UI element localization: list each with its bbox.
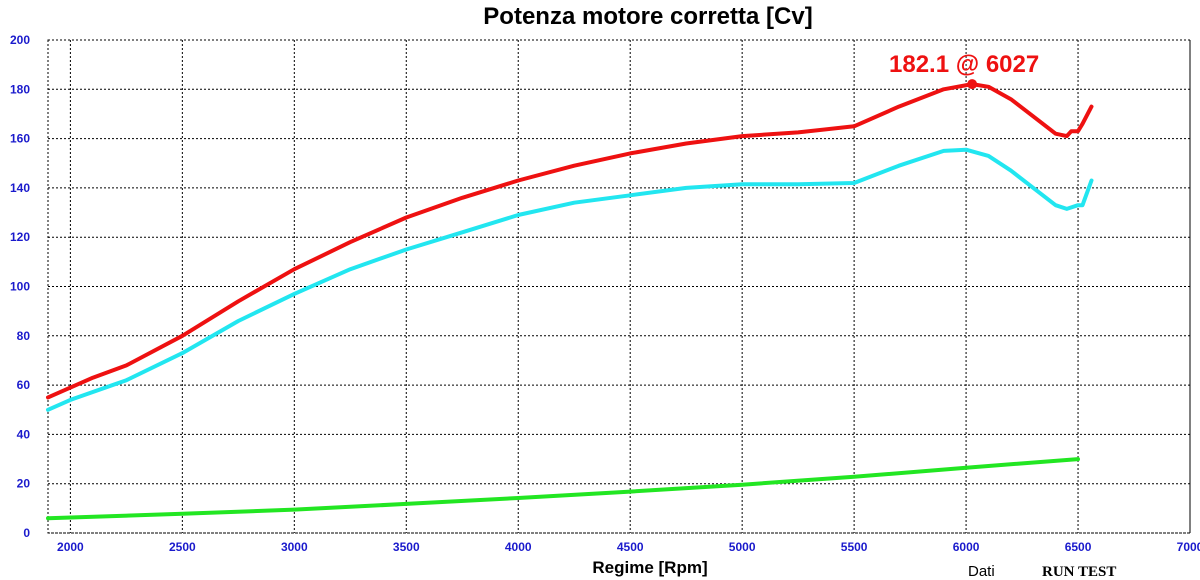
x-tick-label: 3000 bbox=[281, 540, 308, 554]
annotation-layer: 182.1 @ 6027 bbox=[889, 51, 1039, 90]
x-tick-label: 7000 bbox=[1177, 540, 1200, 554]
y-tick-label: 20 bbox=[17, 477, 31, 491]
plot-frame bbox=[47, 39, 1191, 534]
y-tick-label: 0 bbox=[23, 526, 30, 540]
y-tick-label: 160 bbox=[10, 132, 30, 146]
x-tick-label: 6500 bbox=[1065, 540, 1092, 554]
footer-dati-label: Dati bbox=[968, 563, 995, 580]
grid bbox=[47, 39, 1191, 534]
peak-label: 182.1 @ 6027 bbox=[889, 51, 1039, 78]
x-tick-label: 4500 bbox=[617, 540, 644, 554]
footer-run-test-label: RUN TEST bbox=[1042, 564, 1116, 580]
series-line-2 bbox=[46, 147, 1094, 412]
y-tick-label: 100 bbox=[10, 280, 30, 294]
x-tick-label: 2000 bbox=[57, 540, 84, 554]
peak-marker bbox=[967, 79, 978, 90]
y-tick-label: 40 bbox=[17, 427, 31, 441]
y-tick-label: 140 bbox=[10, 181, 30, 195]
series-layer bbox=[46, 82, 1094, 521]
series-line-3 bbox=[46, 457, 1080, 521]
y-tick-label: 120 bbox=[10, 230, 30, 244]
y-tick-label: 200 bbox=[10, 33, 30, 47]
series-line-1 bbox=[46, 82, 1094, 400]
y-tick-label: 60 bbox=[17, 378, 31, 392]
x-tick-label: 3500 bbox=[393, 540, 420, 554]
x-tick-label: 5500 bbox=[841, 540, 868, 554]
x-axis-label: Regime [Rpm] bbox=[592, 558, 707, 577]
x-tick-label: 4000 bbox=[505, 540, 532, 554]
tick-labels: 0 20 40 60 80 100 120 140 160 180 200 2000 2500 3000 3… bbox=[10, 33, 1200, 554]
x-tick-label: 5000 bbox=[729, 540, 756, 554]
x-tick-label: 6000 bbox=[953, 540, 980, 554]
chart-title: Potenza motore corretta [Cv] bbox=[483, 3, 812, 30]
x-tick-label: 2500 bbox=[169, 540, 196, 554]
y-tick-label: 180 bbox=[10, 82, 30, 96]
y-tick-label: 80 bbox=[17, 329, 31, 343]
